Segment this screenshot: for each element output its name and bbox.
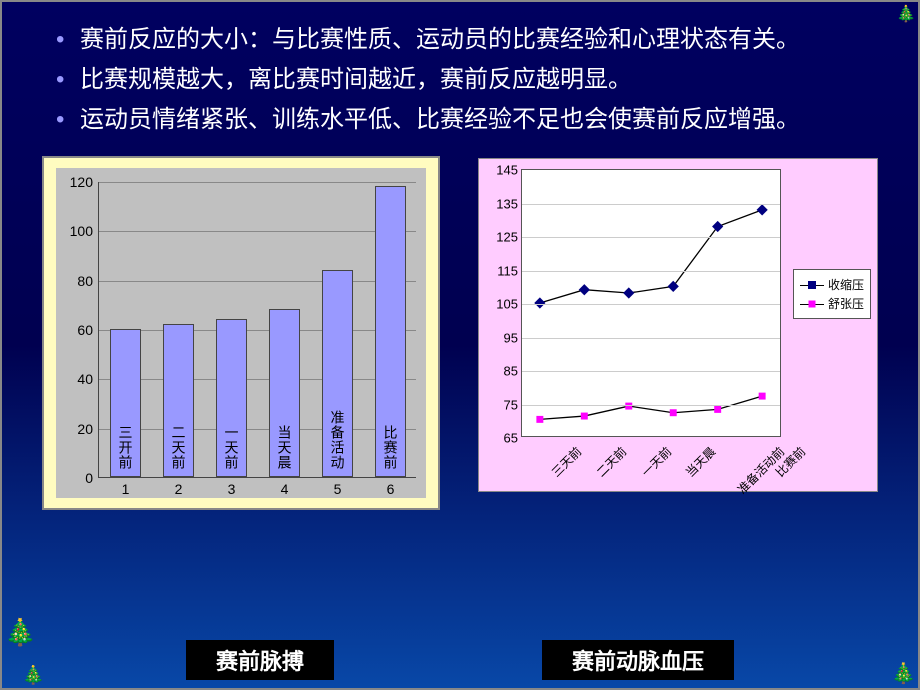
bullet-list: 赛前反应的大小：与比赛性质、运动员的比赛经验和心理状态有关。 比赛规模越大，离比… xyxy=(52,22,868,138)
bar-label: 三开前 xyxy=(115,425,135,470)
bar-ytick: 120 xyxy=(63,174,93,190)
bar-xtick: 3 xyxy=(228,481,236,497)
line-chart: 65758595105115125135145 收缩压 舒张压 三天前二天前一天… xyxy=(478,158,878,492)
marker-square xyxy=(670,409,677,416)
bar-xtick: 2 xyxy=(175,481,183,497)
chart-titles-row: 赛前脉搏 赛前动脉血压 xyxy=(2,640,918,680)
bullet-item: 赛前反应的大小：与比赛性质、运动员的比赛经验和心理状态有关。 xyxy=(52,22,868,58)
line-plot-area: 65758595105115125135145 xyxy=(521,169,781,437)
series-line xyxy=(540,396,762,419)
bar-ytick: 20 xyxy=(63,421,93,437)
legend-label: 舒张压 xyxy=(828,295,864,312)
line-gridline xyxy=(522,271,780,272)
line-xtick: 当天晨 xyxy=(682,443,719,480)
line-xtick: 二天前 xyxy=(592,443,629,480)
line-ytick: 125 xyxy=(488,230,518,245)
marker-diamond xyxy=(579,284,590,295)
bar-gridline xyxy=(99,281,416,282)
line-ytick: 75 xyxy=(488,397,518,412)
bar-chart-title: 赛前脉搏 xyxy=(186,640,334,680)
line-gridline xyxy=(522,371,780,372)
legend-item-systolic: 收缩压 xyxy=(800,276,864,293)
line-gridline xyxy=(522,405,780,406)
legend-marker-square xyxy=(800,298,824,310)
line-xtick: 一天前 xyxy=(637,443,674,480)
line-chart-title: 赛前动脉血压 xyxy=(542,640,734,680)
tree-icon: 🎄 xyxy=(22,665,44,686)
bar-chart: 0 20 40 60 80 100 120 三开前 1 二天前 2 一天前 3 当天晨 4 准备活动 5 比赛前 6 xyxy=(42,156,440,510)
marker-square xyxy=(714,406,721,413)
line-ytick: 85 xyxy=(488,364,518,379)
bar: 准备活动 xyxy=(322,270,353,477)
tree-icon: 🎄 xyxy=(891,661,916,686)
bar-gridline xyxy=(99,182,416,183)
tree-icon: 🎄 xyxy=(896,4,916,24)
bar: 一天前 xyxy=(216,319,247,477)
line-ytick: 65 xyxy=(488,431,518,446)
bar-ytick: 80 xyxy=(63,273,93,289)
bar: 比赛前 xyxy=(375,186,406,477)
line-ytick: 105 xyxy=(488,297,518,312)
marker-square xyxy=(536,416,543,423)
bar: 三开前 xyxy=(110,329,141,477)
charts-row: 0 20 40 60 80 100 120 三开前 1 二天前 2 一天前 3 当天晨 4 准备活动 5 比赛前 6… xyxy=(2,156,918,510)
tree-icon: 🎄 xyxy=(4,617,36,648)
bar-label: 当天晨 xyxy=(274,425,294,470)
legend-label: 收缩压 xyxy=(828,276,864,293)
line-xtick: 三天前 xyxy=(548,443,585,480)
marker-diamond xyxy=(712,221,723,232)
line-ytick: 135 xyxy=(488,196,518,211)
legend-item-diastolic: 舒张压 xyxy=(800,295,864,312)
text-content: 赛前反应的大小：与比赛性质、运动员的比赛经验和心理状态有关。 比赛规模越大，离比… xyxy=(2,2,918,138)
bar-xtick: 5 xyxy=(334,481,342,497)
marker-square xyxy=(581,413,588,420)
bar-ytick: 60 xyxy=(63,322,93,338)
bar-label: 二天前 xyxy=(168,425,188,470)
bar-label: 比赛前 xyxy=(380,425,400,470)
legend-marker-diamond xyxy=(800,279,824,291)
line-gridline xyxy=(522,204,780,205)
line-svg xyxy=(522,170,780,436)
bar-ytick: 40 xyxy=(63,371,93,387)
line-ytick: 145 xyxy=(488,163,518,178)
bar-plot-area: 020406080100120三开前1二天前2一天前3当天晨4准备活动5比赛前6 xyxy=(98,182,416,478)
bar-gridline xyxy=(99,231,416,232)
bar-ytick: 100 xyxy=(63,223,93,239)
marker-diamond xyxy=(757,204,768,215)
line-ytick: 95 xyxy=(488,330,518,345)
marker-diamond xyxy=(668,281,679,292)
bar-label: 一天前 xyxy=(221,425,241,470)
bullet-item: 比赛规模越大，离比赛时间越近，赛前反应越明显。 xyxy=(52,62,868,98)
bar-chart-inner: 0 20 40 60 80 100 120 三开前 1 二天前 2 一天前 3 当天晨 4 准备活动 5 比赛前 6 xyxy=(56,168,426,498)
legend: 收缩压 舒张压 xyxy=(793,269,871,319)
line-gridline xyxy=(522,304,780,305)
bar-xtick: 4 xyxy=(281,481,289,497)
bar-xtick: 1 xyxy=(122,481,130,497)
bar-ytick: 0 xyxy=(63,470,93,486)
bar-gridline xyxy=(99,379,416,380)
bar-xtick: 6 xyxy=(387,481,395,497)
bar-gridline xyxy=(99,429,416,430)
line-gridline xyxy=(522,338,780,339)
marker-diamond xyxy=(623,287,634,298)
bar: 二天前 xyxy=(163,324,194,477)
marker-diamond xyxy=(534,297,545,308)
line-gridline xyxy=(522,237,780,238)
bar-label: 准备活动 xyxy=(327,410,347,470)
bar-gridline xyxy=(99,330,416,331)
marker-square xyxy=(759,393,766,400)
line-ytick: 115 xyxy=(488,263,518,278)
series-line xyxy=(540,210,762,303)
bullet-item: 运动员情绪紧张、训练水平低、比赛经验不足也会使赛前反应增强。 xyxy=(52,102,868,138)
bar: 当天晨 xyxy=(269,309,300,477)
